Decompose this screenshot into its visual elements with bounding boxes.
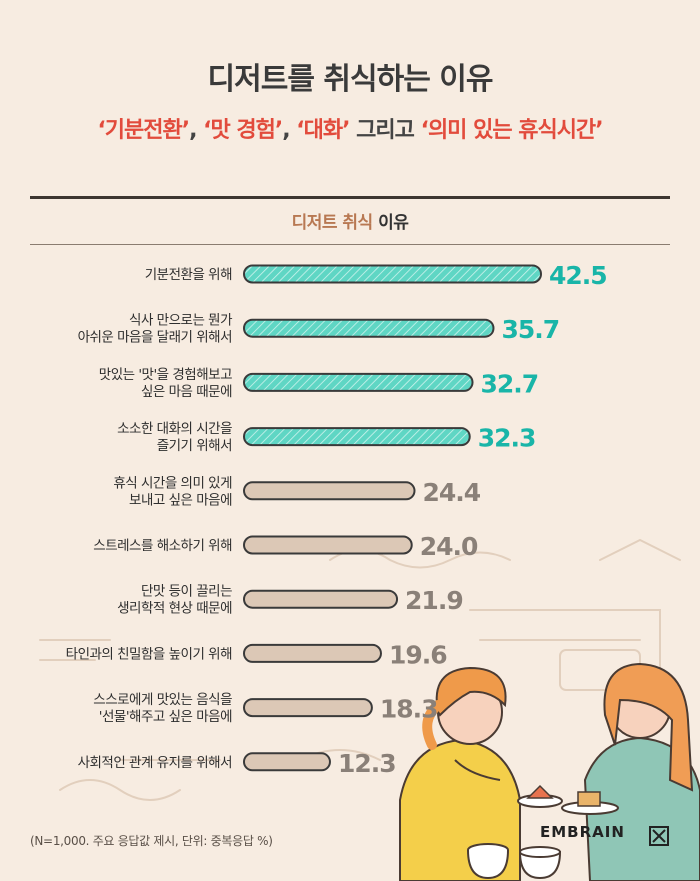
chart-title-accent: 디저트 취식: [291, 213, 374, 233]
bar-value-label: 21.9: [405, 586, 463, 615]
subtitle-separator: ,: [282, 118, 290, 143]
category-label: 보내고 싶은 마음에: [129, 492, 232, 508]
quote-mark: ’: [595, 118, 603, 143]
category-label: 맛있는 '맛'을 경험해보고: [99, 367, 232, 383]
quote-mark: ’: [181, 118, 190, 143]
chart-header-rule: [30, 244, 670, 245]
bar-value-label: 18.3: [380, 695, 438, 724]
footnote: (N=1,000. 주요 응답값 제시, 단위: 중복응답 %): [30, 834, 273, 848]
bar-value-label: 19.6: [389, 640, 447, 669]
brand-logo-text: EMBRAIN: [540, 823, 625, 841]
chart-top-rule: [30, 196, 670, 199]
page-subtitle: ‘기분전환’, ‘맛 경험’, ‘대화’ 그리고 ‘의미 있는 휴식시간’: [0, 112, 700, 144]
bar: [243, 589, 399, 609]
category-label: 스스로에게 맛있는 음식을: [93, 692, 232, 708]
subtitle-connector: 그리고: [356, 118, 415, 143]
bar-value-label: 24.4: [423, 478, 481, 507]
quote-mark: ‘: [296, 118, 304, 143]
bar: [243, 752, 331, 772]
chart-title: 디저트 취식 이유: [0, 208, 700, 233]
bar-value-label: 24.0: [420, 532, 478, 561]
category-label: 아쉬운 마음을 달래기 위해서: [78, 330, 232, 346]
bar: [243, 318, 495, 338]
bar: [243, 643, 382, 663]
bar-value-label: 32.7: [481, 369, 539, 398]
category-label: 싶은 마음 때문에: [141, 384, 232, 400]
quote-mark: ‘: [420, 118, 429, 143]
bar: [243, 698, 373, 718]
category-label: 즐기기 위해서: [157, 438, 232, 454]
brand-logo-icon: [649, 826, 669, 846]
page-title: 디저트를 취식하는 이유: [207, 62, 494, 97]
bar: [243, 481, 416, 501]
bar: [243, 372, 474, 392]
woman-right-illustration: [518, 662, 700, 881]
background-illustration: [39, 538, 700, 881]
chart-title-rest: 이유: [378, 213, 409, 233]
bar: [243, 264, 542, 284]
category-label: 스트레스를 해소하기 위해: [93, 538, 232, 554]
subtitle-reason-2: 맛 경험: [210, 118, 276, 143]
category-label: '선물'해주고 싶은 마음에: [99, 709, 232, 725]
subtitle-reason-3: 대화: [303, 118, 343, 143]
subtitle-separator: ,: [189, 118, 197, 143]
subtitle-reason-1: 기분전환: [104, 118, 183, 143]
subtitle-reason-4: 의미 있는 휴식시간: [427, 118, 596, 143]
quote-mark: ’: [274, 118, 283, 143]
category-label: 식사 만으로는 뭔가: [129, 313, 232, 329]
quote-mark: ’: [342, 118, 350, 143]
category-label: 타인과의 친밀함을 높이기 위해: [66, 646, 232, 662]
quote-mark: ‘: [203, 118, 211, 143]
quote-mark: ‘: [97, 118, 105, 143]
bar-value-label: 12.3: [338, 749, 396, 778]
category-label: 기분전환을 위해: [145, 267, 232, 283]
bar-value-label: 42.5: [549, 261, 607, 290]
bar-value-label: 32.3: [478, 424, 536, 453]
category-label: 소소한 대화의 시간을: [117, 421, 232, 437]
bar: [243, 535, 413, 555]
bar: [243, 427, 471, 447]
category-label: 사회적인 관계 유지를 위해서: [78, 755, 232, 771]
category-label: 단맛 등이 끌리는: [141, 584, 232, 600]
category-label: 휴식 시간을 의미 있게: [113, 475, 232, 491]
woman-left-illustration: [399, 666, 563, 881]
bar-value-label: 35.7: [501, 315, 559, 344]
category-label: 생리학적 현상 때문에: [117, 601, 232, 617]
